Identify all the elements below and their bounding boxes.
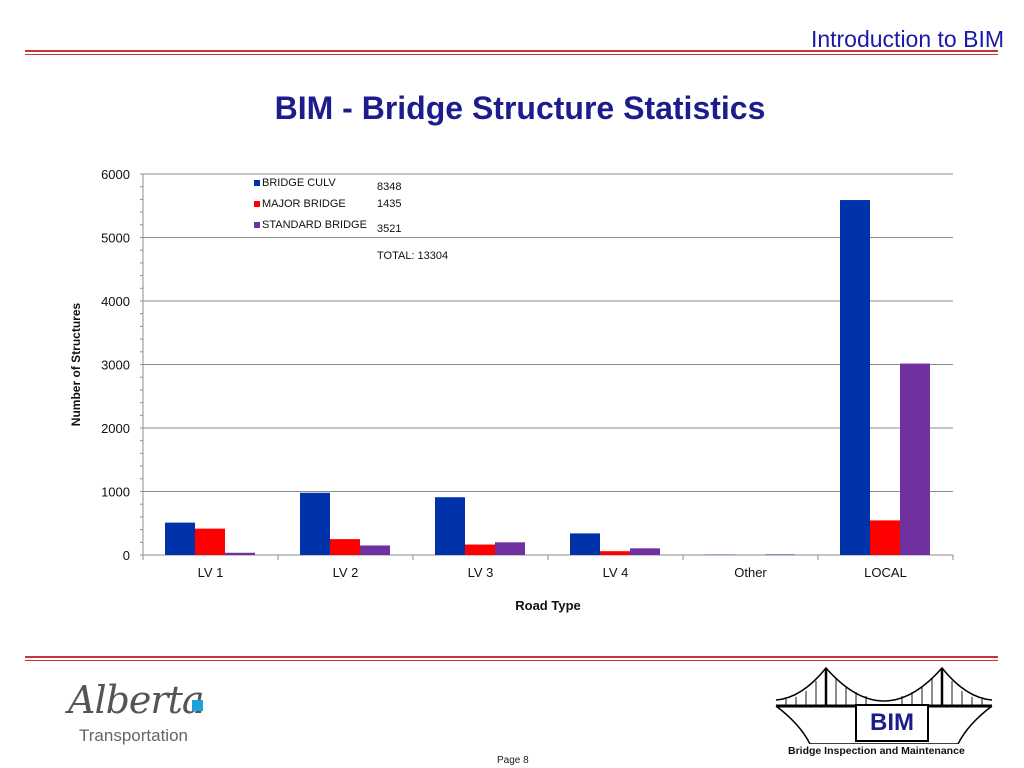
bar [495, 542, 525, 555]
bar [435, 497, 465, 555]
bar [900, 363, 930, 555]
legend-swatch [254, 180, 260, 186]
header-rule [25, 50, 998, 52]
x-tick-label: LOCAL [864, 565, 907, 580]
x-axis-title: Road Type [515, 598, 581, 613]
total-label: TOTAL: 13304 [377, 250, 448, 262]
legend-total: 1435 [377, 198, 401, 210]
slide-title: BIM - Bridge Structure Statistics [274, 90, 766, 126]
y-tick-label: 5000 [101, 231, 130, 246]
legend-swatch [254, 201, 260, 207]
x-tick-label: LV 1 [198, 565, 224, 580]
bim-logo: BIM Bridge Inspection and Maintenance [772, 664, 996, 764]
bar [165, 522, 195, 555]
legend-total: 3521 [377, 223, 401, 235]
bridge-icon [775, 666, 993, 744]
alberta-square-icon [192, 700, 203, 711]
legend-total: 8348 [377, 181, 401, 193]
bar-chart: 0 1000 2000 3000 4000 5000 6000 LV 1 LV 2 LV 3 LV … [69, 167, 954, 613]
bar [600, 551, 630, 555]
x-tick-label: LV 3 [468, 565, 494, 580]
y-tick-label: 3000 [101, 358, 130, 373]
footer-rule [25, 656, 998, 658]
bar [840, 200, 870, 555]
section-title: Introduction to BIM [810, 26, 1004, 52]
bim-caption: Bridge Inspection and Maintenance [788, 745, 965, 757]
bar [465, 544, 495, 555]
bar [870, 520, 900, 555]
bar [765, 554, 795, 555]
alberta-transportation-logo: Alberta Transportation [68, 678, 218, 748]
y-tick-label: 4000 [101, 294, 130, 309]
x-tick-label: LV 2 [333, 565, 359, 580]
y-axis-title: Number of Structures [69, 303, 83, 427]
bar [330, 539, 360, 555]
bar [300, 492, 330, 555]
alberta-wordmark: Alberta [68, 678, 204, 722]
legend-label: BRIDGE CULV [262, 177, 336, 189]
legend-label: STANDARD BRIDGE [262, 219, 367, 231]
y-tick-label: 6000 [101, 167, 130, 182]
legend-label: MAJOR BRIDGE [262, 198, 346, 210]
x-tick-label: Other [734, 565, 767, 580]
bar [195, 528, 225, 555]
bar [630, 548, 660, 555]
bar [570, 533, 600, 555]
footer-rule-thin [25, 660, 998, 661]
y-tick-label: 2000 [101, 421, 130, 436]
y-tick-label: 1000 [101, 485, 130, 500]
y-tick-label: 0 [123, 548, 130, 563]
header-rule-thin [25, 54, 998, 55]
page-number: Page 8 [497, 755, 529, 766]
bim-badge: BIM [855, 704, 929, 742]
bar [225, 552, 255, 555]
transportation-label: Transportation [79, 726, 188, 745]
x-tick-label: LV 4 [603, 565, 629, 580]
bar [360, 545, 390, 555]
legend-swatch [254, 222, 260, 228]
